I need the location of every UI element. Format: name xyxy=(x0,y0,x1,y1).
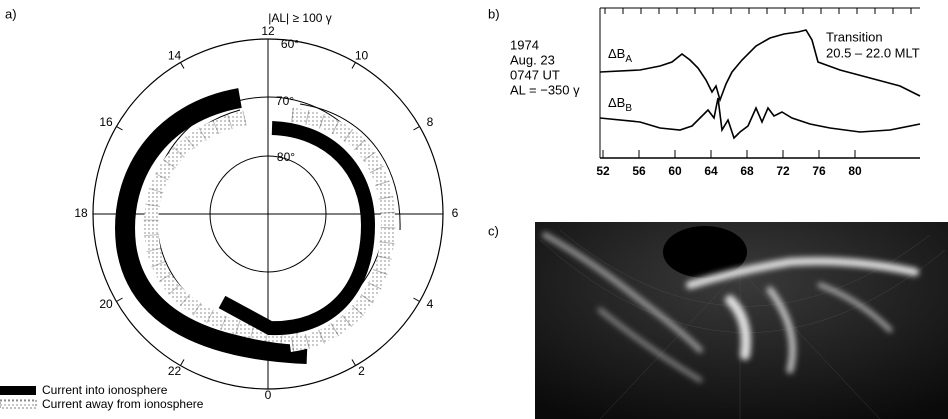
hour-tick xyxy=(181,359,185,365)
x-tick-label: 76 xyxy=(812,164,826,178)
info-line: 0747 UT xyxy=(510,67,560,82)
figure: a) |AL| ≥ 100 γ 1214161820220246810 60° … xyxy=(0,0,948,419)
legend-swatch xyxy=(0,400,36,408)
trace-label: ΔBB xyxy=(608,95,632,113)
lat-label: 80° xyxy=(277,150,295,164)
hour-tick xyxy=(352,62,356,68)
current-bands xyxy=(125,98,400,354)
trace-main: ΔB xyxy=(608,46,625,61)
hour-tick xyxy=(116,127,122,131)
panel-label: a) xyxy=(5,6,17,21)
legend-label: Current into ionosphere xyxy=(42,383,168,397)
hour-label: 12 xyxy=(261,24,275,38)
hour-label: 22 xyxy=(168,364,182,378)
hour-label: 8 xyxy=(427,115,434,129)
info-line: Aug. 23 xyxy=(510,52,555,67)
hour-label: 20 xyxy=(99,297,113,311)
trace-sub: A xyxy=(625,54,632,65)
x-tick-label: 80 xyxy=(848,164,862,178)
annotation: Transition xyxy=(826,29,883,44)
hour-tick xyxy=(413,127,419,131)
x-tick-label: 72 xyxy=(776,164,790,178)
panel-label: c) xyxy=(488,223,499,238)
hour-label: 10 xyxy=(355,49,369,63)
x-tick-label: 52 xyxy=(596,164,610,178)
lat-label: 70° xyxy=(276,94,294,108)
aurora-image xyxy=(535,222,948,419)
x-tick-label: 60 xyxy=(668,164,682,178)
panel-title: |AL| ≥ 100 γ xyxy=(268,11,332,25)
hour-tick xyxy=(352,359,356,365)
legend-label: Current away from ionosphere xyxy=(42,397,204,411)
panel-label: b) xyxy=(488,6,500,21)
hour-tick xyxy=(181,62,185,68)
x-tick-label: 68 xyxy=(740,164,754,178)
x-tick-label: 56 xyxy=(632,164,646,178)
info-line: 1974 xyxy=(510,37,539,52)
hour-label: 2 xyxy=(358,364,365,378)
trace-label: ΔBA xyxy=(608,46,632,64)
hour-label: 0 xyxy=(265,388,272,402)
lat-label: 60° xyxy=(281,37,299,51)
hour-label: 6 xyxy=(452,206,459,220)
info-line: AL = −350 γ xyxy=(510,82,580,97)
hour-label: 4 xyxy=(427,297,434,311)
hour-label: 18 xyxy=(74,206,88,220)
trace-sub: B xyxy=(625,103,632,114)
hour-label: 14 xyxy=(168,49,182,63)
trace-main: ΔB xyxy=(608,95,625,110)
hour-tick xyxy=(116,298,122,302)
x-tick-label: 64 xyxy=(704,164,718,178)
annotation: 20.5 – 22.0 MLT xyxy=(826,45,920,60)
legend-swatch xyxy=(0,386,36,395)
hour-tick xyxy=(413,298,419,302)
hour-label: 16 xyxy=(99,115,113,129)
